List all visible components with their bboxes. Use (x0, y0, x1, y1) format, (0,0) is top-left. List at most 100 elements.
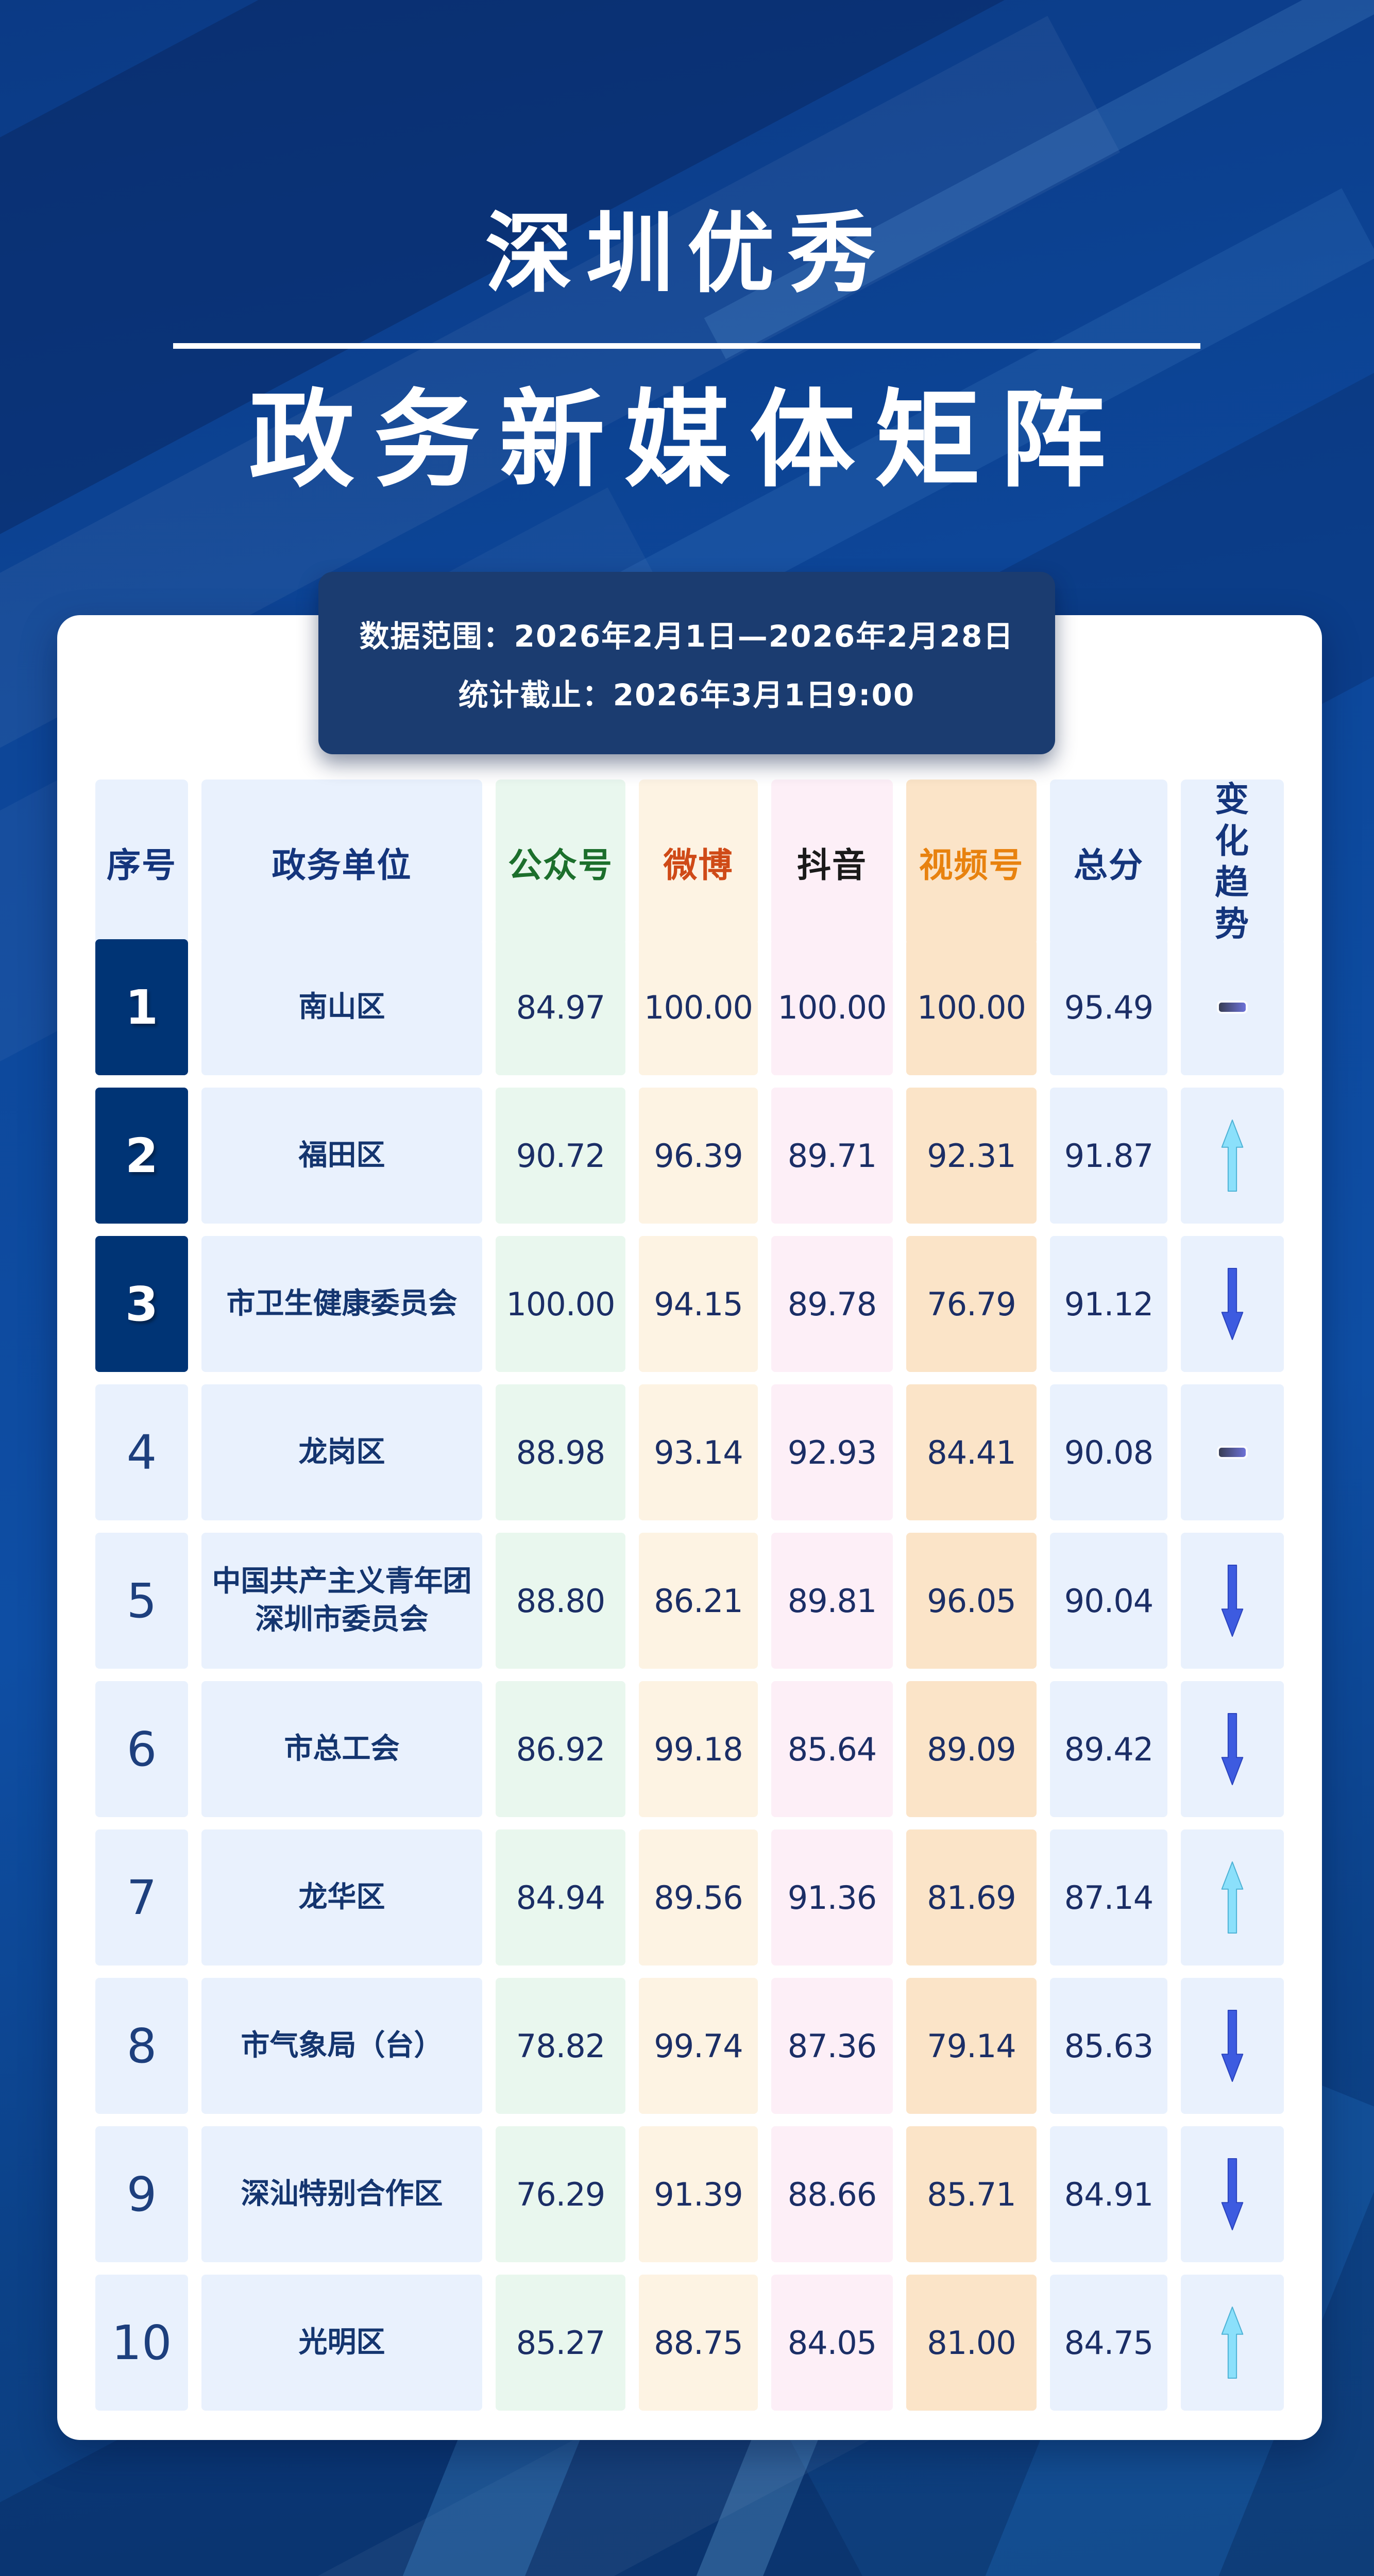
poster-title-line2: 政务新媒体矩阵 (249, 379, 1125, 502)
total-score-cell: 90.08 (1050, 1384, 1167, 1520)
rank-cell: 2 (95, 1088, 188, 1224)
table-row: 7 龙华区 84.94 89.56 91.36 81.69 87.14 (95, 1829, 1284, 1965)
column-header-wechat: 公众号 (496, 779, 625, 946)
channels-score-cell: 92.31 (906, 1088, 1037, 1224)
weibo-score-cell: 94.15 (639, 1236, 758, 1372)
douyin-score-cell: 91.36 (771, 1829, 893, 1965)
channels-score-cell: 96.05 (906, 1533, 1037, 1669)
unit-name-cell: 龙华区 (201, 1829, 482, 1965)
unit-name-cell: 深汕特别合作区 (201, 2126, 482, 2262)
rank-cell: 8 (95, 1978, 188, 2114)
trend-down-arrow-icon (1221, 2158, 1244, 2230)
trend-down-arrow-icon (1221, 1565, 1244, 1637)
trend-down-arrow-icon (1221, 1713, 1244, 1785)
table-row: 8 市气象局（台） 78.82 99.74 87.36 79.14 85.63 (95, 1978, 1284, 2114)
channels-score-cell: 84.41 (906, 1384, 1037, 1520)
douyin-score-cell: 89.71 (771, 1088, 893, 1224)
table-row: 5 中国共产主义青年团深圳市委员会 88.80 86.21 89.81 96.0… (95, 1533, 1284, 1669)
trend-cell (1181, 2275, 1284, 2411)
rank-cell: 4 (95, 1384, 188, 1520)
rank-cell: 5 (95, 1533, 188, 1669)
trend-cell (1181, 1978, 1284, 2114)
weibo-score-cell: 99.74 (639, 1978, 758, 2114)
wechat-score-cell: 88.80 (496, 1533, 625, 1669)
table-row: 4 龙岗区 88.98 93.14 92.93 84.41 90.08 (95, 1384, 1284, 1520)
total-score-cell: 84.75 (1050, 2275, 1167, 2411)
total-score-cell: 89.42 (1050, 1681, 1167, 1817)
table-row: 10 光明区 85.27 88.75 84.05 81.00 84.75 (95, 2275, 1284, 2411)
weibo-score-cell: 93.14 (639, 1384, 758, 1520)
table-header-row: 序号 政务单位 公众号 微博 抖音 视频号 总分 变化趋势 (95, 779, 1284, 946)
weibo-score-cell: 86.21 (639, 1533, 758, 1669)
weibo-score-cell: 91.39 (639, 2126, 758, 2262)
channels-score-cell: 100.00 (906, 939, 1037, 1075)
trend-cell (1181, 939, 1284, 1075)
trend-cell (1181, 2126, 1284, 2262)
douyin-score-cell: 85.64 (771, 1681, 893, 1817)
douyin-score-cell: 92.93 (771, 1384, 893, 1520)
column-header-trend: 变化趋势 (1181, 779, 1284, 946)
rank-cell: 7 (95, 1829, 188, 1965)
channels-score-cell: 89.09 (906, 1681, 1037, 1817)
ranking-table-card: 序号 政务单位 公众号 微博 抖音 视频号 总分 变化趋势 1 南山区 84.97 100.0… (57, 615, 1322, 2440)
trend-flat-dash-icon (1219, 1003, 1246, 1012)
unit-name-cell: 光明区 (201, 2275, 482, 2411)
column-header-total: 总分 (1050, 779, 1167, 946)
wechat-score-cell: 88.98 (496, 1384, 625, 1520)
unit-name-cell: 市卫生健康委员会 (201, 1236, 482, 1372)
column-header-channels: 视频号 (906, 779, 1037, 946)
trend-cell (1181, 1236, 1284, 1372)
rank-cell: 10 (95, 2275, 188, 2411)
channels-score-cell: 79.14 (906, 1978, 1037, 2114)
wechat-score-cell: 86.92 (496, 1681, 625, 1817)
total-score-cell: 90.04 (1050, 1533, 1167, 1669)
wechat-score-cell: 76.29 (496, 2126, 625, 2262)
douyin-score-cell: 84.05 (771, 2275, 893, 2411)
wechat-score-cell: 84.97 (496, 939, 625, 1075)
unit-name-cell: 南山区 (201, 939, 482, 1075)
wechat-score-cell: 78.82 (496, 1978, 625, 2114)
background-streak (704, 0, 1374, 359)
table-body: 1 南山区 84.97 100.00 100.00 100.00 95.49 2… (95, 939, 1284, 2411)
weibo-score-cell: 100.00 (639, 939, 758, 1075)
poster-title-line1: 深圳优秀 (485, 203, 889, 305)
unit-name-cell: 龙岗区 (201, 1384, 482, 1520)
douyin-score-cell: 88.66 (771, 2126, 893, 2262)
wechat-score-cell: 84.94 (496, 1829, 625, 1965)
rank-cell: 1 (95, 939, 188, 1075)
column-header-rank: 序号 (95, 779, 188, 946)
total-score-cell: 84.91 (1050, 2126, 1167, 2262)
data-range-text: 数据范围：2026年2月1日—2026年2月28日 (359, 619, 1014, 654)
trend-flat-dash-icon (1219, 1448, 1246, 1457)
rank-cell: 9 (95, 2126, 188, 2262)
unit-name-cell: 福田区 (201, 1088, 482, 1224)
unit-name-cell: 市气象局（台） (201, 1978, 482, 2114)
trend-cell (1181, 1088, 1284, 1224)
douyin-score-cell: 87.36 (771, 1978, 893, 2114)
table-row: 9 深汕特别合作区 76.29 91.39 88.66 85.71 84.91 (95, 2126, 1284, 2262)
douyin-score-cell: 89.78 (771, 1236, 893, 1372)
total-score-cell: 91.12 (1050, 1236, 1167, 1372)
channels-score-cell: 76.79 (906, 1236, 1037, 1372)
table-row: 3 市卫生健康委员会 100.00 94.15 89.78 76.79 91.1… (95, 1236, 1284, 1372)
column-header-name: 政务单位 (201, 779, 482, 946)
channels-score-cell: 81.00 (906, 2275, 1037, 2411)
wechat-score-cell: 85.27 (496, 2275, 625, 2411)
table-row: 6 市总工会 86.92 99.18 85.64 89.09 89.42 (95, 1681, 1284, 1817)
ranking-table: 序号 政务单位 公众号 微博 抖音 视频号 总分 变化趋势 1 南山区 84.97 100.0… (95, 779, 1284, 2411)
wechat-score-cell: 90.72 (496, 1088, 625, 1224)
weibo-score-cell: 89.56 (639, 1829, 758, 1965)
rank-cell: 6 (95, 1681, 188, 1817)
weibo-score-cell: 96.39 (639, 1088, 758, 1224)
unit-name-cell: 市总工会 (201, 1681, 482, 1817)
trend-up-arrow-icon (1221, 1861, 1244, 1934)
rank-cell: 3 (95, 1236, 188, 1372)
total-score-cell: 91.87 (1050, 1088, 1167, 1224)
unit-name-cell: 中国共产主义青年团深圳市委员会 (201, 1533, 482, 1669)
douyin-score-cell: 89.81 (771, 1533, 893, 1669)
column-header-douyin: 抖音 (771, 779, 893, 946)
wechat-score-cell: 100.00 (496, 1236, 625, 1372)
channels-score-cell: 81.69 (906, 1829, 1037, 1965)
table-row: 2 福田区 90.72 96.39 89.71 92.31 91.87 (95, 1088, 1284, 1224)
